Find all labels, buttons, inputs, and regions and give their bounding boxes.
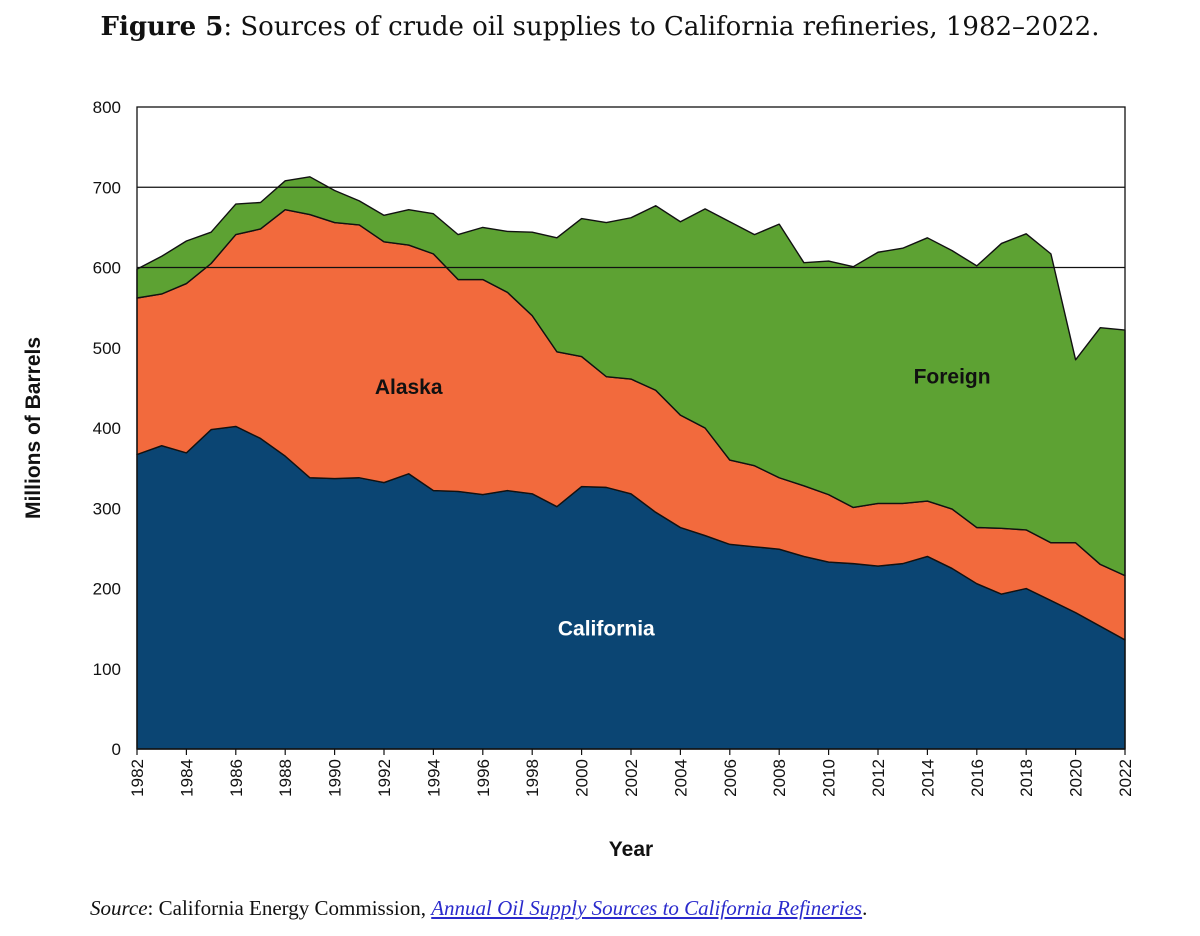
gridlines — [137, 186, 1125, 269]
x-tick-label: 2010 — [820, 759, 839, 797]
x-tick-label: 1982 — [128, 759, 147, 797]
y-axis-ticks: 0 100 200 300 400 500 600 700 800 — [93, 98, 121, 759]
chart-areas — [136, 176, 1126, 750]
y-tick-label: 200 — [93, 580, 121, 599]
x-tick-label: 2022 — [1116, 759, 1135, 797]
x-tick-label: 2014 — [918, 759, 937, 797]
x-tick-label: 2008 — [770, 759, 789, 797]
x-tick-label: 1988 — [276, 759, 295, 797]
y-tick-label: 600 — [93, 259, 121, 278]
y-tick-label: 700 — [93, 178, 121, 197]
x-axis-ticks: 1982 1984 1986 1988 1990 1992 1994 1996 1998 2000… — [128, 749, 1135, 797]
x-tick-label: 2016 — [968, 759, 987, 797]
y-tick-label: 0 — [112, 740, 121, 759]
figure-title: Figure 5: Sources of crude oil supplies … — [0, 12, 1200, 42]
x-tick-label: 1984 — [177, 759, 196, 797]
source-suffix: . — [862, 896, 868, 920]
x-tick-label: 1998 — [523, 759, 542, 797]
y-tick-label: 800 — [93, 98, 121, 117]
y-tick-label: 100 — [93, 660, 121, 679]
x-tick-label: 1996 — [474, 759, 493, 797]
x-tick-label: 2002 — [622, 759, 641, 797]
figure-label: Figure 5 — [100, 12, 224, 42]
y-axis-title: Millions of Barrels — [22, 337, 45, 519]
source-note: Source: California Energy Commission, An… — [90, 896, 1150, 921]
x-tick-label: 2006 — [721, 759, 740, 797]
x-tick-label: 1990 — [326, 759, 345, 797]
source-text: : California Energy Commission, — [147, 896, 432, 920]
x-tick-label: 1986 — [227, 759, 246, 797]
x-tick-label: 2012 — [869, 759, 888, 797]
source-prefix: Source — [90, 896, 148, 920]
y-tick-label: 500 — [93, 339, 121, 358]
area-label-foreign: Foreign — [914, 366, 991, 389]
y-tick-label: 400 — [93, 419, 121, 438]
area-labels: California Alaska Foreign — [375, 366, 991, 641]
x-tick-label: 2004 — [671, 759, 690, 797]
x-tick-label: 2018 — [1017, 759, 1036, 797]
source-link[interactable]: Annual Oil Supply Sources to California … — [431, 896, 863, 920]
x-tick-label: 2020 — [1067, 759, 1086, 797]
x-tick-label: 1994 — [424, 759, 443, 797]
area-label-alaska: Alaska — [375, 376, 443, 399]
figure-caption: : Sources of crude oil supplies to Calif… — [223, 12, 1100, 42]
area-label-california: California — [558, 618, 655, 641]
y-tick-label: 300 — [93, 499, 121, 518]
x-tick-label: 2000 — [573, 759, 592, 797]
x-tick-label: 1992 — [375, 759, 394, 797]
x-axis-title: Year — [609, 838, 653, 861]
